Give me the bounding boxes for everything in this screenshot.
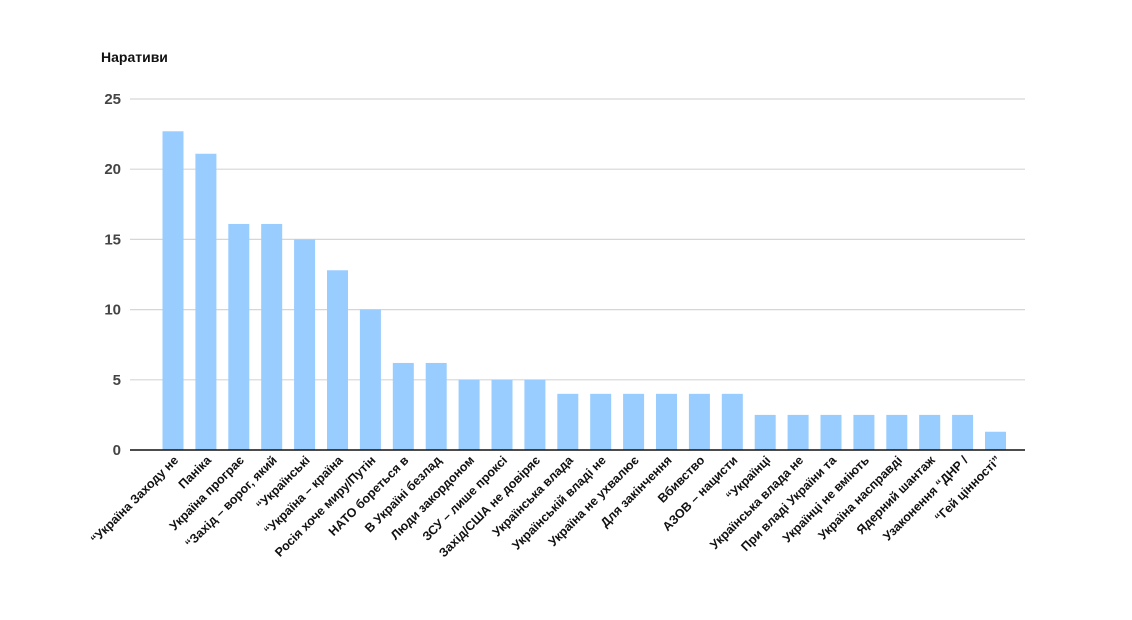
bar: [359, 309, 381, 450]
bar: [524, 379, 546, 450]
bar: [557, 393, 579, 450]
bar: [919, 414, 941, 450]
bar: [425, 362, 447, 450]
gridlines: [130, 98, 1025, 381]
bars: [162, 131, 1006, 451]
x-tick-label: “Україна Заходу не: [88, 453, 181, 546]
bar: [228, 223, 250, 450]
bar: [623, 393, 645, 450]
bar: [787, 414, 809, 450]
y-tick-label: 15: [104, 231, 121, 248]
bar: [985, 431, 1006, 450]
bar: [590, 393, 612, 450]
y-tick-label: 5: [113, 372, 121, 389]
bar: [195, 153, 217, 451]
y-axis-ticks: 0 5 10 15 20 25: [104, 91, 121, 459]
bar: [820, 414, 842, 450]
bar: [656, 393, 677, 450]
bar: [952, 414, 974, 450]
bar: [458, 379, 480, 450]
y-tick-label: 0: [113, 442, 121, 459]
bar: [853, 414, 875, 450]
bar: [754, 414, 776, 450]
bar: [294, 239, 316, 450]
bar: [392, 362, 414, 450]
bar: [688, 393, 710, 450]
y-tick-label: 25: [104, 91, 121, 108]
bar: [491, 379, 513, 450]
chart-title: Наративи: [101, 49, 168, 65]
bar: [886, 414, 908, 450]
bar: [162, 131, 184, 451]
y-tick-label: 10: [104, 302, 121, 319]
y-tick-label: 20: [104, 161, 121, 178]
bar: [327, 270, 348, 450]
bar: [721, 393, 743, 450]
bar: [261, 223, 283, 450]
